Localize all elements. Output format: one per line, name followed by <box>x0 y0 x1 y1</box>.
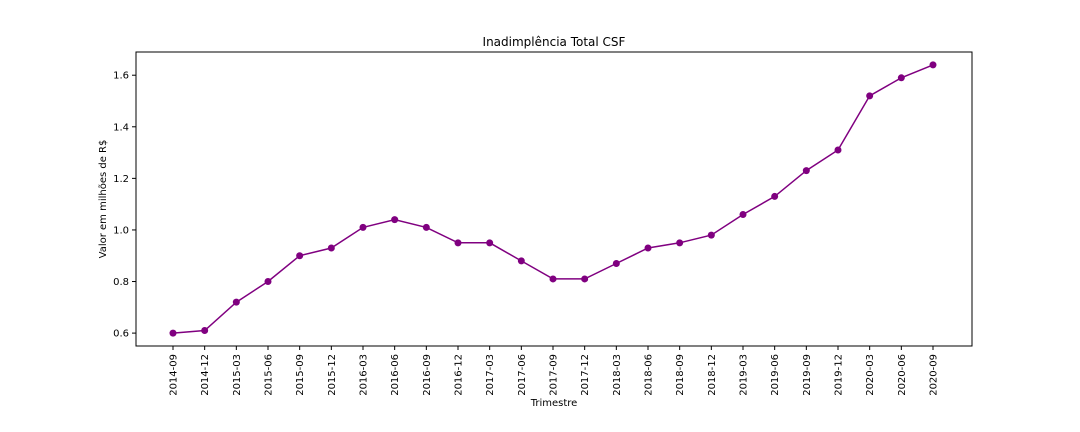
x-tick-label: 2017-12 <box>580 354 591 396</box>
x-axis-title: Trimestre <box>530 398 578 409</box>
x-tick-label: 2020-09 <box>929 354 940 396</box>
x-tick-label: 2014-12 <box>200 354 211 396</box>
data-point <box>486 239 494 247</box>
data-point <box>359 223 367 231</box>
y-tick-label: 0.8 <box>113 277 129 288</box>
x-tick-label: 2019-03 <box>739 354 750 396</box>
data-point <box>676 239 684 247</box>
data-point <box>454 239 462 247</box>
x-tick-label: 2016-09 <box>422 354 433 396</box>
x-tick-label: 2020-03 <box>865 354 876 396</box>
y-tick-label: 0.6 <box>113 329 129 340</box>
data-point <box>866 92 874 100</box>
data-point <box>517 257 525 265</box>
x-tick-label: 2018-06 <box>644 354 655 396</box>
plot-area <box>135 51 973 347</box>
y-tick-label: 1.6 <box>113 71 129 82</box>
x-tick-label: 2018-09 <box>675 354 686 396</box>
x-tick-label: 2019-09 <box>802 354 813 396</box>
data-point <box>327 244 335 252</box>
data-point <box>707 231 715 239</box>
y-axis: 0.6 0.8 1.0 1.2 1.4 1.6 <box>113 71 136 340</box>
data-point <box>581 275 589 283</box>
data-point <box>897 74 905 82</box>
data-point <box>169 329 177 337</box>
x-tick-label: 2019-06 <box>770 354 781 396</box>
y-axis-title: Valor em milhões de R$ <box>98 140 109 259</box>
chart-title: Inadimplência Total CSF <box>483 35 626 49</box>
data-point <box>802 167 810 175</box>
x-tick-label: 2015-03 <box>232 354 243 396</box>
x-tick-label: 2019-12 <box>834 354 845 396</box>
x-tick-label: 2017-06 <box>517 354 528 396</box>
series-line <box>172 64 934 334</box>
data-point <box>422 223 430 231</box>
x-tick-label: 2014-09 <box>169 354 180 396</box>
data-points <box>169 61 937 337</box>
x-tick-label: 2015-12 <box>327 354 338 396</box>
data-point <box>612 259 620 267</box>
x-axis: 2014-09 2014-12 2015-03 2015-06 2015-09 2015-… <box>169 346 940 396</box>
data-point <box>391 216 399 224</box>
x-tick-label: 2018-03 <box>612 354 623 396</box>
x-tick-label: 2017-09 <box>549 354 560 396</box>
y-tick-label: 1.0 <box>113 225 129 236</box>
x-tick-label: 2016-12 <box>454 354 465 396</box>
y-tick-label: 1.2 <box>113 174 129 185</box>
data-point <box>232 298 240 306</box>
data-point <box>771 192 779 200</box>
data-point <box>201 327 209 335</box>
data-point <box>929 61 937 69</box>
data-point <box>834 146 842 154</box>
data-point <box>264 278 272 286</box>
x-tick-label: 2020-06 <box>897 354 908 396</box>
x-tick-label: 2015-09 <box>295 354 306 396</box>
x-tick-label: 2016-06 <box>390 354 401 396</box>
x-tick-label: 2015-06 <box>264 354 275 396</box>
data-point <box>739 210 747 218</box>
y-tick-label: 1.4 <box>113 122 129 133</box>
x-tick-label: 2017-03 <box>485 354 496 396</box>
data-point <box>644 244 652 252</box>
x-tick-label: 2016-03 <box>359 354 370 396</box>
data-point <box>296 252 304 260</box>
x-tick-label: 2018-12 <box>707 354 718 396</box>
data-point <box>549 275 557 283</box>
